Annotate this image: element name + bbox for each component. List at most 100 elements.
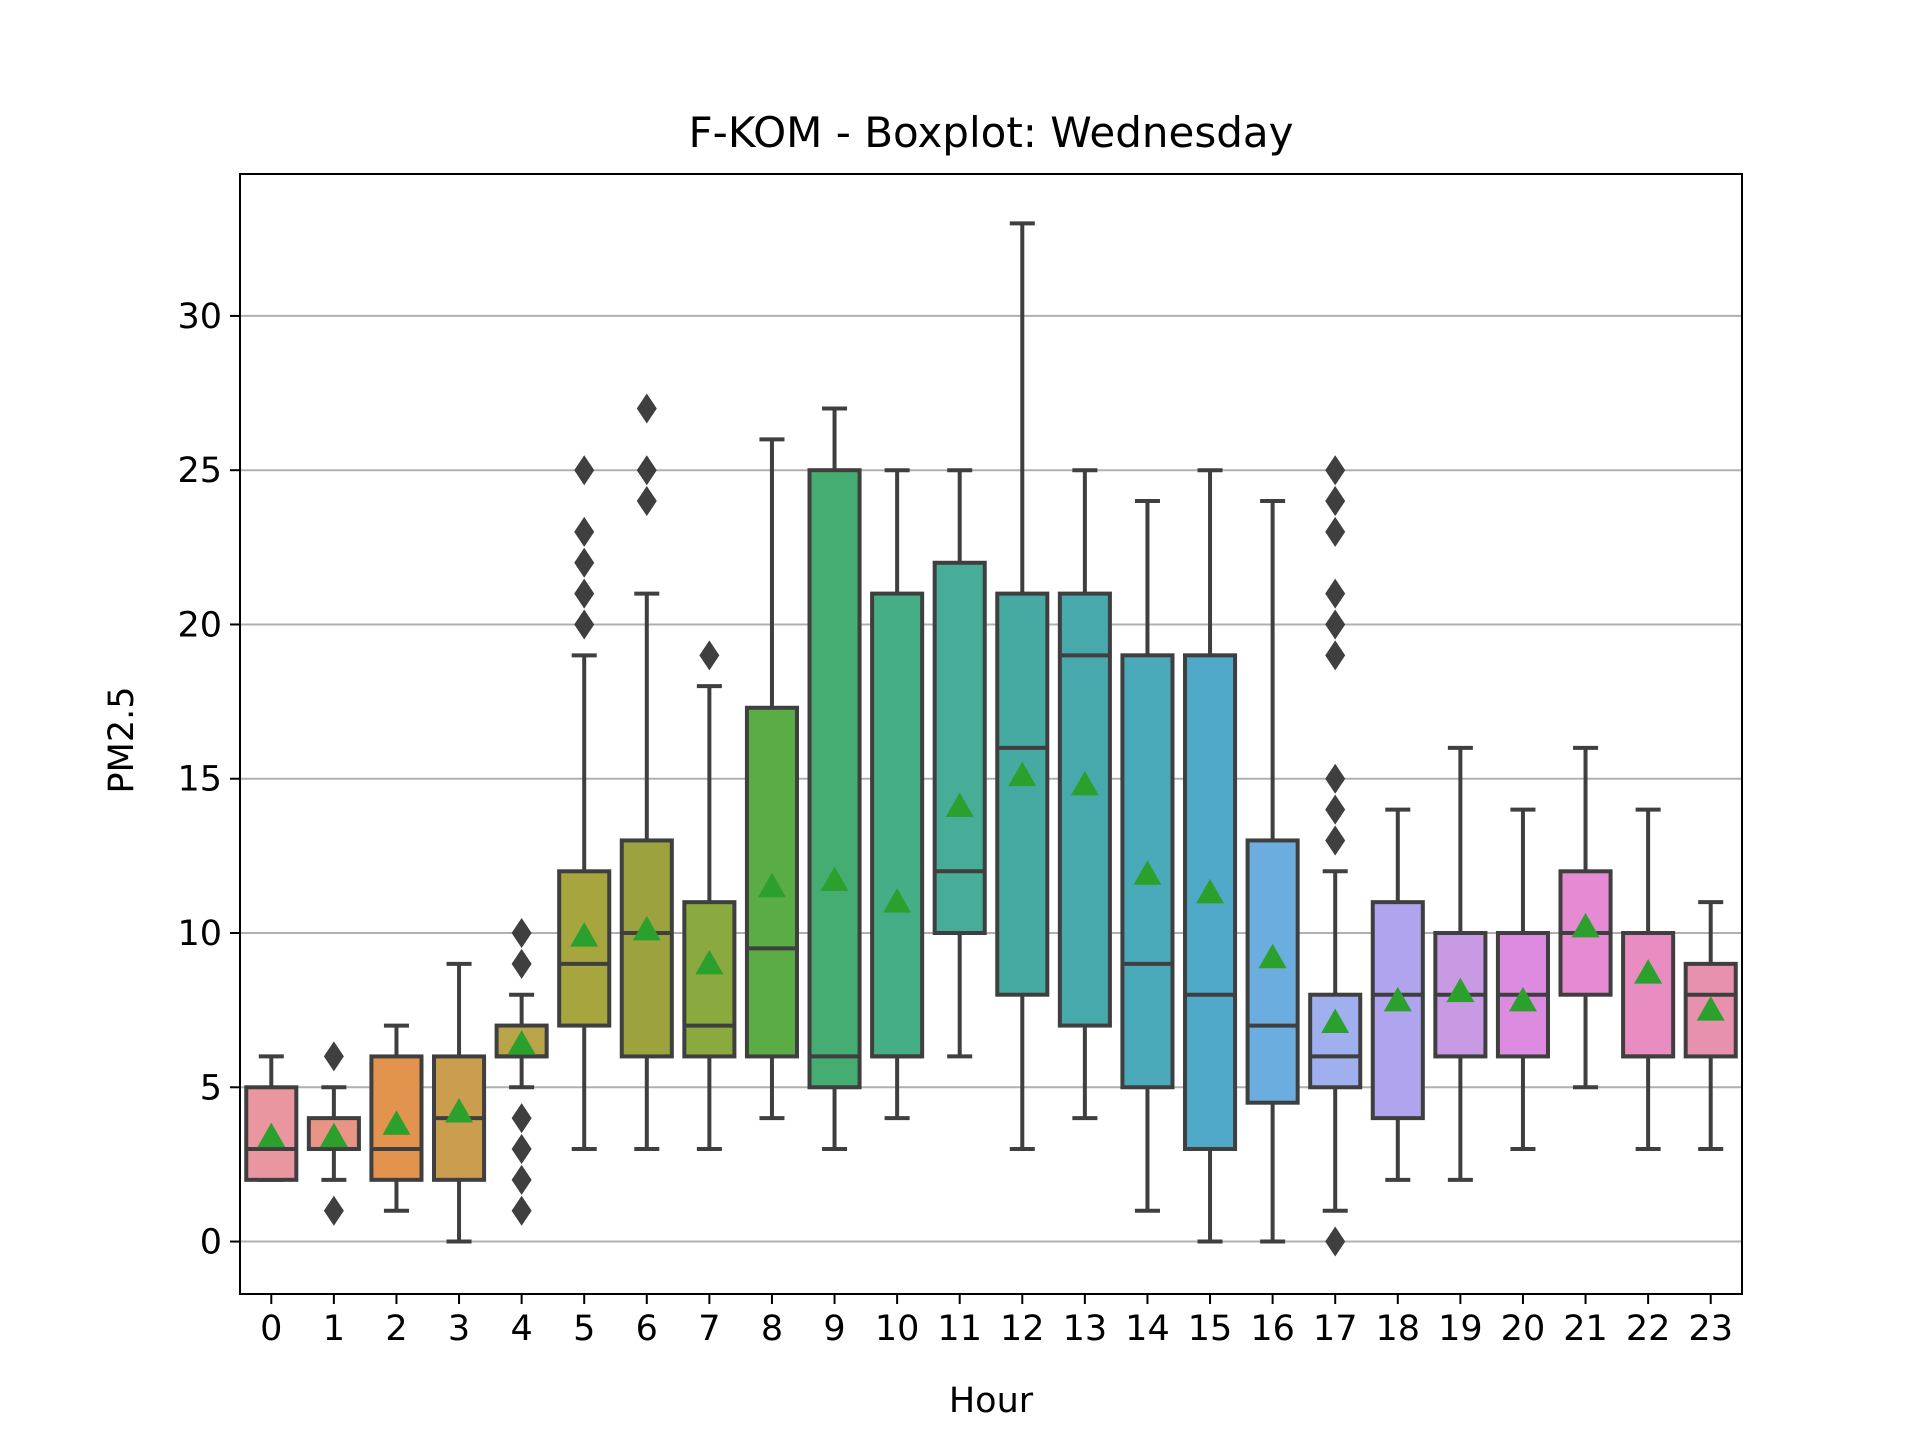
outlier-point: [1325, 640, 1346, 671]
outlier-point: [1325, 516, 1346, 547]
mean-marker: [1070, 770, 1099, 796]
x-tick-label: 11: [937, 1309, 982, 1349]
box-hour-14: [1120, 499, 1175, 1213]
mean-marker: [1321, 1008, 1350, 1033]
outlier-point: [636, 486, 657, 517]
box-hour-8: [744, 437, 799, 1121]
outlier-point: [511, 918, 532, 949]
outlier-point: [323, 1041, 344, 1072]
chart-title: F-KOM - Boxplot: Wednesday: [689, 108, 1294, 157]
outlier-point: [511, 948, 532, 979]
mean-marker: [820, 866, 849, 892]
mean-marker: [1446, 977, 1475, 1003]
iqr-box: [1057, 591, 1112, 1028]
outlier-point: [636, 393, 657, 424]
iqr-box: [995, 591, 1050, 997]
mean-marker: [757, 872, 786, 898]
box-hour-1: [306, 1041, 361, 1226]
outlier-point: [574, 578, 595, 609]
mean-marker: [1508, 986, 1537, 1012]
x-tick-label: 13: [1063, 1309, 1108, 1349]
x-tick-label: 23: [1688, 1309, 1733, 1349]
box-hour-9: [807, 406, 862, 1151]
mean-marker: [1634, 959, 1663, 984]
y-axis-label: PM2.5: [102, 687, 142, 794]
x-tick-label: 22: [1626, 1309, 1671, 1349]
box-hour-18: [1370, 807, 1425, 1182]
box-hour-17: [1308, 455, 1363, 1257]
y-axis: 0 5 10 15 20 25 30: [177, 297, 240, 1263]
mean-marker: [445, 1097, 474, 1123]
x-tick-label: 19: [1438, 1309, 1483, 1349]
mean-marker: [1258, 943, 1287, 969]
mean-marker: [507, 1030, 536, 1055]
x-tick-label: 9: [823, 1309, 845, 1349]
x-tick-label: 17: [1313, 1309, 1358, 1349]
outlier-point: [1325, 1226, 1346, 1257]
mean-marker: [1008, 761, 1037, 787]
box-hour-15: [1183, 468, 1238, 1244]
mean-marker: [319, 1122, 348, 1148]
iqr-box: [1621, 931, 1676, 1059]
outlier-point: [511, 1133, 532, 1164]
x-tick-label: 15: [1188, 1309, 1233, 1349]
x-tick-label: 18: [1376, 1309, 1421, 1349]
mean-marker: [632, 915, 661, 941]
box-hour-0: [244, 1054, 299, 1182]
outlier-point: [1325, 455, 1346, 486]
x-tick-label: 4: [510, 1309, 532, 1349]
x-tick-label: 6: [636, 1309, 658, 1349]
outlier-point: [1325, 486, 1346, 517]
x-tick-label: 20: [1501, 1309, 1546, 1349]
box-hour-20: [1495, 807, 1550, 1151]
outlier-point: [574, 455, 595, 486]
y-tick-label: 15: [177, 760, 222, 800]
mean-marker: [695, 949, 724, 975]
mean-marker: [570, 922, 599, 947]
y-tick-label: 5: [200, 1068, 222, 1108]
x-axis-label: Hour: [949, 1381, 1034, 1421]
outlier-point: [699, 640, 720, 671]
outlier-point: [511, 1164, 532, 1195]
mean-marker: [1696, 996, 1725, 1021]
x-tick-label: 5: [573, 1309, 595, 1349]
outlier-point: [1325, 794, 1346, 825]
gridlines: [240, 314, 1742, 1243]
y-tick-label: 30: [177, 297, 222, 337]
y-tick-label: 0: [200, 1223, 222, 1263]
mean-marker: [883, 888, 912, 913]
iqr-box: [557, 869, 612, 1028]
y-tick-label: 10: [177, 914, 222, 954]
outlier-point: [1325, 763, 1346, 794]
box-hour-7: [682, 640, 737, 1151]
mean-marker: [1196, 878, 1225, 904]
outlier-point: [574, 547, 595, 578]
boxes: [244, 221, 1738, 1257]
box-hour-2: [369, 1023, 424, 1213]
box-hour-16: [1245, 499, 1300, 1244]
x-tick-label: 10: [875, 1309, 920, 1349]
mean-marker: [257, 1122, 286, 1148]
y-tick-label: 20: [177, 605, 222, 645]
x-tick-label: 21: [1563, 1309, 1608, 1349]
x-tick-label: 8: [761, 1309, 783, 1349]
box-hour-10: [870, 468, 925, 1121]
mean-marker: [1133, 860, 1162, 885]
mean-marker: [382, 1110, 411, 1135]
x-tick-label: 2: [385, 1309, 407, 1349]
iqr-box: [1245, 838, 1300, 1105]
x-tick-label: 12: [1000, 1309, 1045, 1349]
box-hour-19: [1433, 745, 1488, 1182]
mean-marker: [945, 792, 974, 818]
x-tick-label: 16: [1250, 1309, 1295, 1349]
box-hour-12: [995, 221, 1050, 1151]
plot-frame: [239, 173, 1743, 1295]
outlier-point: [511, 1103, 532, 1134]
x-tick-label: 1: [323, 1309, 345, 1349]
x-tick-label: 7: [698, 1309, 720, 1349]
box-hour-6: [619, 393, 674, 1151]
outlier-point: [1325, 578, 1346, 609]
mean-marker: [1383, 986, 1412, 1012]
iqr-box: [807, 468, 862, 1090]
